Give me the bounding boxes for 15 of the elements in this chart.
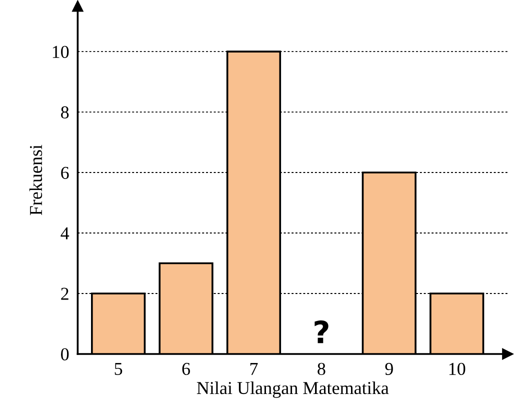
x-tick-label: 5 [114, 363, 122, 376]
x-tick-label: 10 [449, 362, 466, 376]
x-tick-label: 7 [250, 363, 258, 375]
y-tick-label: 6 [61, 166, 69, 179]
x-tick-label: 9 [385, 362, 393, 376]
y-axis-title: Frekuensi [29, 144, 42, 216]
y-tick-label: 4 [60, 227, 70, 240]
x-tick-label: 8 [318, 362, 326, 376]
x-axis-title: Nilai Ulangan Matematika [196, 381, 389, 398]
annotation: ? [314, 320, 328, 344]
x-tick-label: 6 [182, 362, 190, 376]
y-tick-label: 0 [61, 348, 69, 360]
y-tick-label: 2 [61, 288, 68, 300]
y-tick-label: 8 [61, 106, 69, 118]
y-tick-label: 10 [52, 46, 69, 58]
